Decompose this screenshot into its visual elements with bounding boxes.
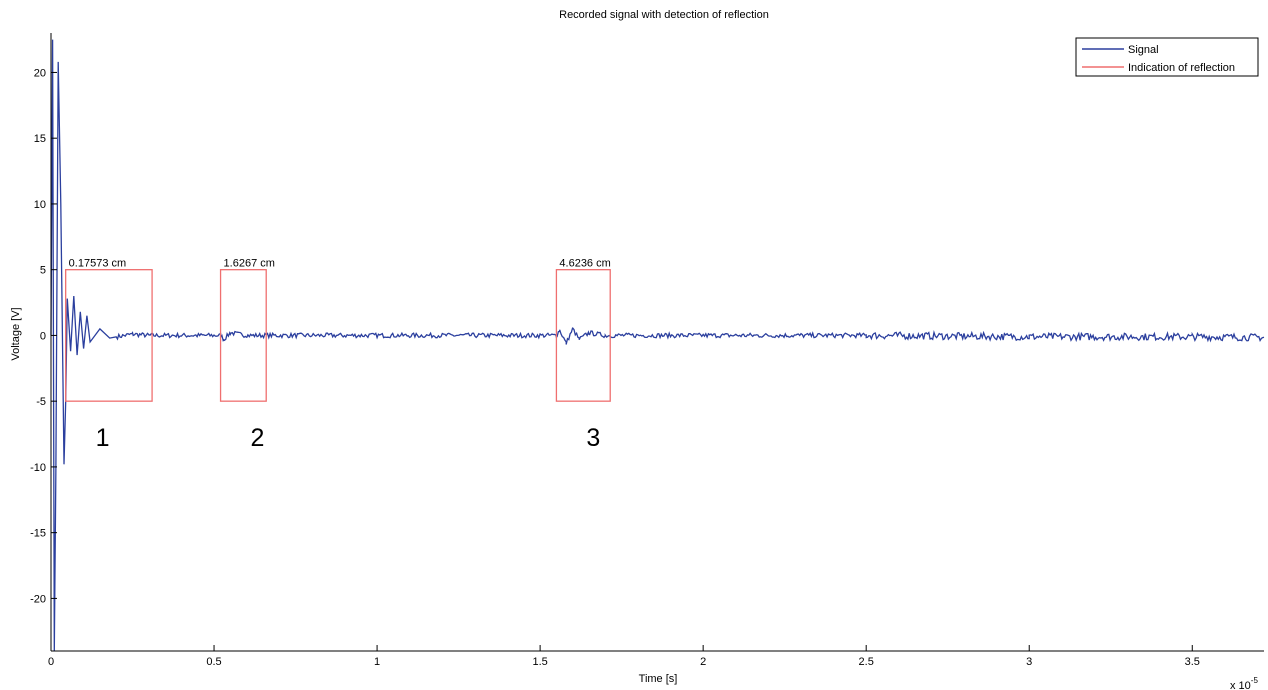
reflection-box-3 <box>555 269 611 402</box>
x-exponent-label: x 10-5 <box>1230 676 1258 690</box>
legend-label-signal: Signal <box>1128 44 1159 56</box>
x-tick-label: 1 <box>374 656 380 668</box>
reflection-box-1 <box>65 269 153 402</box>
reflection-number-2: 2 <box>251 424 265 452</box>
y-tick-label: 20 <box>34 67 46 79</box>
x-tick-label: 0.5 <box>206 656 221 668</box>
y-tick-label: 15 <box>34 133 46 145</box>
axes: 0 0.5 1 1.5 2 2.5 3 3.5 -20 -15 -10 -5 0 5 10 15 20 <box>30 33 1264 668</box>
x-tick-label: 0 <box>48 656 54 668</box>
y-tick-label: 5 <box>40 265 46 277</box>
x-tick-label: 1.5 <box>532 656 547 668</box>
x-tick-label: 3 <box>1026 656 1032 668</box>
legend: Signal Indication of reflection <box>1075 37 1259 77</box>
reflection-distance-1: 0.17573 cm <box>69 258 126 270</box>
plot-area: 0.17573 cm 1 1.6267 cm 2 4.6236 cm 3 <box>50 39 1265 652</box>
x-tick-label: 3.5 <box>1185 656 1200 668</box>
y-tick-label: -5 <box>36 396 46 408</box>
reflection-number-1: 1 <box>96 424 110 452</box>
signal-line <box>50 39 1265 652</box>
chart-title: Recorded signal with detection of reflec… <box>559 9 769 21</box>
y-tick-label: -10 <box>30 462 46 474</box>
y-axis-label: Voltage [V] <box>10 307 22 360</box>
y-tick-label: 10 <box>34 199 46 211</box>
reflection-number-3: 3 <box>586 424 600 452</box>
reflection-box-2 <box>219 269 267 402</box>
legend-label-reflection: Indication of reflection <box>1128 62 1235 74</box>
y-tick-label: -15 <box>30 528 46 540</box>
x-tick-label: 2 <box>700 656 706 668</box>
reflection-distance-3: 4.6236 cm <box>559 258 610 270</box>
legend-box <box>1075 37 1259 77</box>
reflection-distance-2: 1.6267 cm <box>224 258 275 270</box>
x-axis-label: Time [s] <box>639 673 678 685</box>
y-tick-label: 0 <box>40 330 46 342</box>
y-tick-label: -20 <box>30 593 46 605</box>
x-tick-label: 2.5 <box>859 656 874 668</box>
